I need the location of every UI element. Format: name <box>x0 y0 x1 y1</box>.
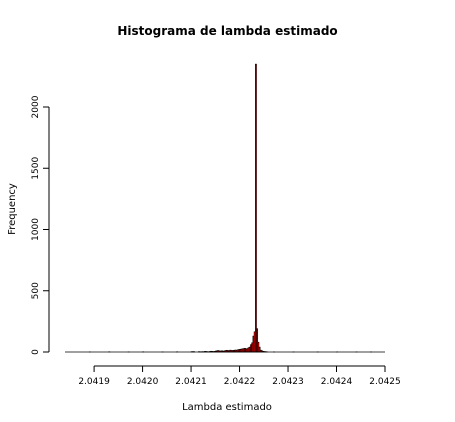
x-tick-label: 2.0425 <box>369 377 401 387</box>
y-tick-label: 2000 <box>31 95 41 118</box>
x-tick-label: 2.0422 <box>224 377 256 387</box>
histogram-bars <box>65 64 385 352</box>
x-axis-label: Lambda estimado <box>182 402 272 413</box>
y-axis-label: Frequency <box>7 183 18 235</box>
x-tick-label: 2.0423 <box>272 377 304 387</box>
y-axis: 0 500 1000 1500 2000 <box>31 95 49 355</box>
x-tick-label: 2.0424 <box>321 377 353 387</box>
x-tick-label: 2.0419 <box>78 377 110 387</box>
x-tick-label: 2.0420 <box>127 377 159 387</box>
y-tick-label: 1000 <box>31 218 41 241</box>
chart-title: Histograma de lambda estimado <box>117 24 337 38</box>
y-tick-label: 0 <box>31 349 41 355</box>
y-tick-label: 500 <box>31 282 41 299</box>
x-axis: 2.0419 2.0420 2.0421 2.0422 2.0423 2.0424 2.04… <box>78 366 400 387</box>
x-tick-label: 2.0421 <box>175 377 207 387</box>
y-tick-label: 1500 <box>31 157 41 180</box>
histogram-bar <box>255 64 256 352</box>
